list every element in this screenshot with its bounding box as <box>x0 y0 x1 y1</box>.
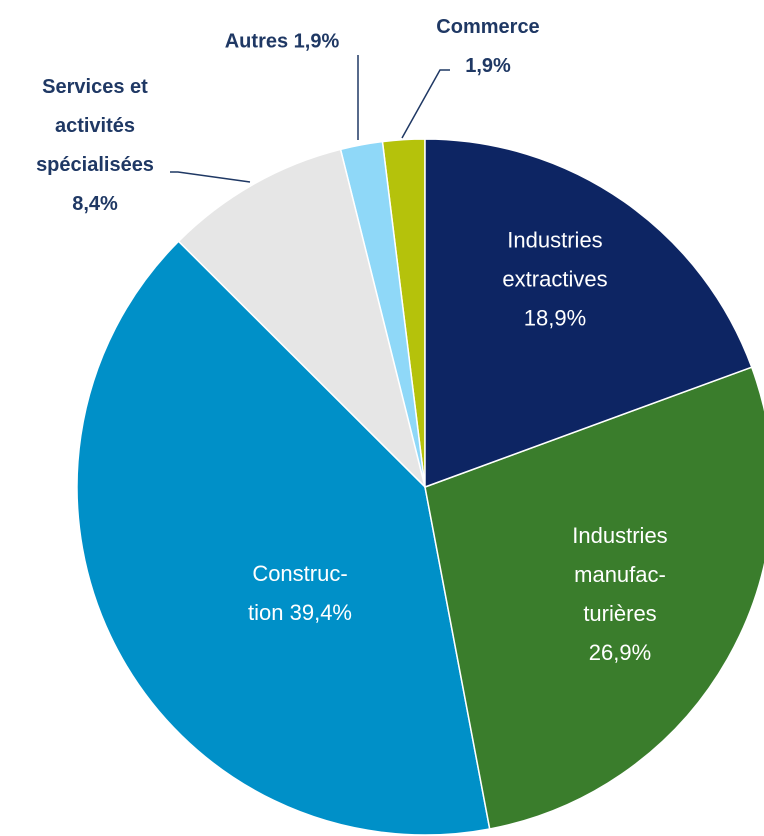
slice-label: Industries extractives 18,9% <box>502 221 607 338</box>
category-label: Construc- tion <box>248 561 348 625</box>
pie-slice <box>177 148 427 490</box>
category-label: Autres <box>224 30 289 53</box>
category-label: Industries extractives <box>502 227 608 292</box>
value-label: 39,4% <box>289 600 352 625</box>
leader-line <box>170 171 251 183</box>
category-label: Services et activités spécialisées <box>36 76 154 176</box>
slice-label: Services et activités spécialisées 8,4% <box>36 68 154 224</box>
category-label: Commerce <box>436 16 540 38</box>
slice-label: Autres 1,9% <box>225 23 340 62</box>
slice-label: Commerce 1,9% <box>436 8 539 86</box>
slice-label: Construc- tion 39,4% <box>248 554 352 632</box>
leader-line <box>401 69 450 139</box>
value-label: 1,9% <box>293 30 340 53</box>
value-label: 18,9% <box>523 305 587 331</box>
pie-slice <box>76 240 491 836</box>
category-label: Industries manufac- turières <box>572 523 668 626</box>
slice-label: Industries manufac- turières 26,9% <box>572 516 667 672</box>
value-label: 26,9% <box>588 640 652 665</box>
value-label: 8,4% <box>72 193 118 215</box>
pie-slice <box>424 366 764 830</box>
pie-slice <box>424 138 753 489</box>
value-label: 1,9% <box>465 55 511 77</box>
